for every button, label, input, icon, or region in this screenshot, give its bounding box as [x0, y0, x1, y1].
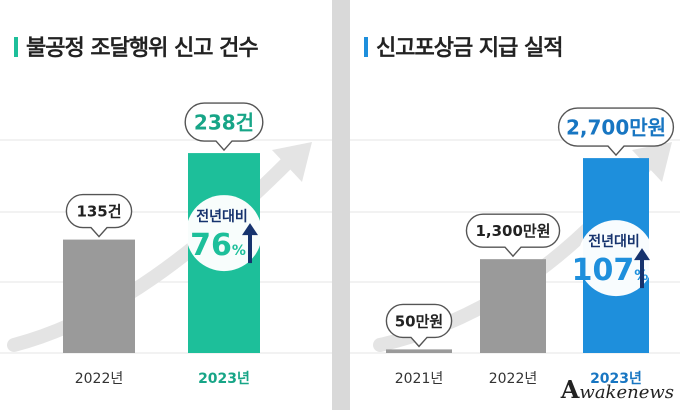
- data-label-2022년-bubble: [65, 193, 133, 238]
- x-tick-label: 2023년: [198, 371, 250, 387]
- x-tick-label: 2022년: [75, 371, 124, 387]
- growth-badge-label: 전년대비: [588, 233, 640, 250]
- title-accent-bar: [14, 37, 18, 57]
- growth-up-arrow-head: [242, 223, 258, 236]
- chart-title: 불공정 조달행위 신고 건수: [14, 30, 259, 62]
- growth-badge-circle: [578, 220, 654, 297]
- growth-badge-circle: [186, 195, 262, 272]
- x-tick-label: 2022년: [489, 371, 538, 387]
- bar-2022년: [480, 259, 546, 353]
- trend-arrow-head: [632, 142, 672, 182]
- chart-panel-rewards: 신고포상금 지급 실적 50만원 2021년 1,300만원 2022년 2,700만원…: [350, 0, 680, 410]
- x-tick-label: 2021년: [395, 371, 444, 387]
- bar-chart-rewards: 50만원2021년1,300만원2022년2,700만원2023년전년대비107…: [350, 107, 680, 387]
- data-label-2023년: 2,700만원: [566, 115, 666, 139]
- x-tick-label: 2023년: [590, 371, 642, 387]
- data-label-2022년-bubble: [465, 213, 561, 258]
- growth-up-arrow-head: [634, 248, 650, 261]
- data-label-2022년: 1,300만원: [475, 222, 550, 240]
- chart-title: 신고포상금 지급 실적: [364, 30, 563, 62]
- data-label-2021년: 50만원: [395, 312, 443, 330]
- chart-panel-reports: 불공정 조달행위 신고 건수 135건 2022년 238건 2023년 전년대비 76%: [0, 0, 332, 410]
- trend-arrow-head: [272, 142, 312, 182]
- data-label-2021년-bubble: [385, 303, 453, 348]
- data-label-2023년-bubble: [557, 107, 675, 157]
- title-accent-bar: [364, 37, 368, 57]
- growth-badge-label: 전년대비: [196, 208, 248, 225]
- data-label-2023년-bubble: [184, 102, 264, 152]
- bar-2022년: [63, 239, 135, 353]
- chart-title-text: 신고포상금 지급 실적: [376, 36, 563, 61]
- data-label-2022년: 135건: [76, 203, 121, 221]
- watermark-logo: Awakenews: [560, 375, 674, 404]
- data-label-2023년: 238건: [194, 110, 254, 134]
- bar-2021년: [386, 349, 452, 353]
- chart-title-text: 불공정 조달행위 신고 건수: [26, 36, 259, 61]
- growth-badge-unit: %: [232, 243, 246, 259]
